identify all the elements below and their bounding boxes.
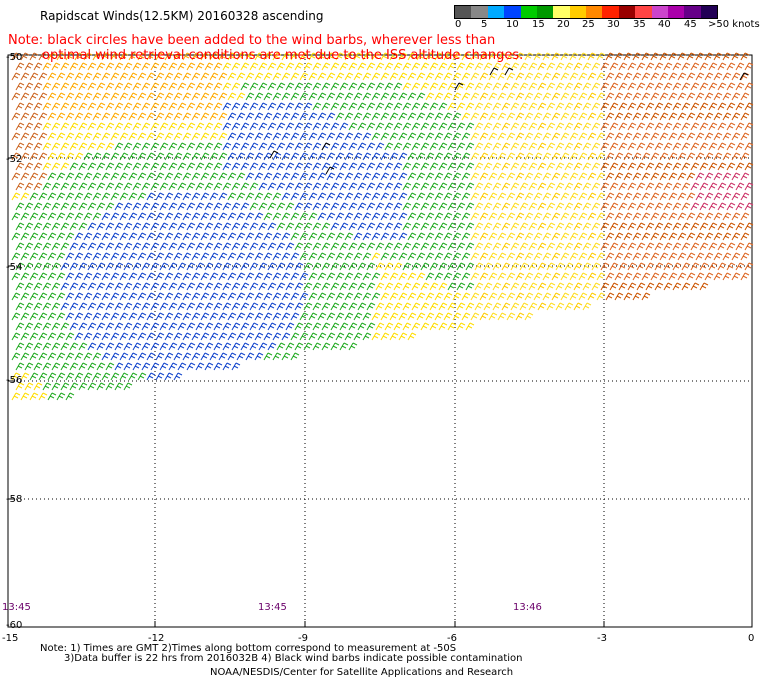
legend-label: 45 [684, 19, 697, 30]
y-tick-label: -52 [6, 154, 23, 165]
wind-barb-group [11, 52, 48, 191]
x-tick-label: -9 [298, 633, 308, 644]
wind-barb-group [11, 82, 475, 401]
y-tick-label: -56 [6, 375, 23, 386]
legend-label: 20 [557, 19, 570, 30]
wind-barb-group [479, 52, 597, 321]
note-line-2: optimal wind retrieval conditions are me… [42, 48, 524, 63]
legend-swatch [553, 6, 570, 18]
legend-swatch [536, 6, 554, 18]
legend-label: 35 [633, 19, 646, 30]
note-line-1: Note: black circles have been added to t… [8, 33, 496, 48]
wind-barb-group [11, 52, 475, 401]
legend-swatch [455, 6, 472, 18]
legend-swatch [618, 6, 636, 18]
wind-barb-group [60, 102, 408, 381]
legend-label: 10 [506, 19, 519, 30]
wind-barb-group [470, 52, 606, 321]
time-label: 13:45 [2, 602, 31, 613]
x-tick-label: -6 [447, 633, 457, 644]
legend-label: 15 [532, 19, 545, 30]
map-title: Rapidscat Winds(12.5KM) 20160328 ascendi… [40, 9, 324, 23]
contaminated-wind-barb [269, 150, 279, 159]
legend-swatch [700, 6, 717, 18]
wind-barb-group [690, 172, 754, 211]
legend-label: 0 [455, 19, 462, 30]
legend-label: 25 [582, 19, 595, 30]
contaminated-wind-barb [739, 72, 749, 81]
legend-label: 30 [607, 19, 620, 30]
legend-swatch [667, 6, 685, 18]
y-tick-label: -54 [6, 262, 23, 273]
wind-barb-group [600, 62, 754, 281]
wind-barb-group [600, 52, 754, 301]
map-frame [7, 54, 753, 628]
legend-swatch [487, 6, 505, 18]
x-tick-label: 0 [748, 633, 755, 644]
time-label: 13:46 [513, 602, 542, 613]
legend-label: >50 knots [708, 19, 760, 30]
footer-note-2: 3)Data buffer is 22 hrs from 2016032B 4)… [64, 653, 523, 664]
x-tick-label: -15 [2, 633, 19, 644]
contaminated-wind-barb [454, 82, 464, 91]
contaminated-wind-barb [325, 166, 335, 175]
legend-swatch [569, 6, 586, 18]
footer-credit: NOAA/NESDIS/Center for Satellite Applica… [210, 667, 514, 678]
x-tick-label: -12 [148, 633, 165, 644]
contaminated-wind-barb [489, 67, 499, 76]
legend-swatch [651, 6, 668, 18]
x-tick-label: -3 [597, 633, 607, 644]
time-label: 13:45 [258, 602, 287, 613]
y-tick-label: -58 [6, 494, 23, 505]
legend-swatch [684, 6, 701, 18]
contaminated-wind-barb [504, 67, 514, 76]
legend-label: 40 [658, 19, 671, 30]
legend-swatch [504, 6, 521, 18]
legend-swatch [602, 6, 619, 18]
contaminated-wind-barb [321, 142, 331, 151]
legend-label: 5 [481, 19, 488, 30]
wind-speed-legend [454, 5, 718, 19]
legend-swatch [520, 6, 537, 18]
y-tick-label: -60 [6, 620, 23, 631]
wind-barbs [11, 52, 754, 401]
y-tick-label: -50 [6, 52, 23, 63]
legend-swatch [586, 6, 603, 18]
wind-barb-group [42, 52, 228, 121]
footer-note-1: Note: 1) Times are GMT 2)Times along bot… [40, 643, 457, 654]
legend-swatch [471, 6, 488, 18]
legend-swatch [635, 6, 652, 18]
